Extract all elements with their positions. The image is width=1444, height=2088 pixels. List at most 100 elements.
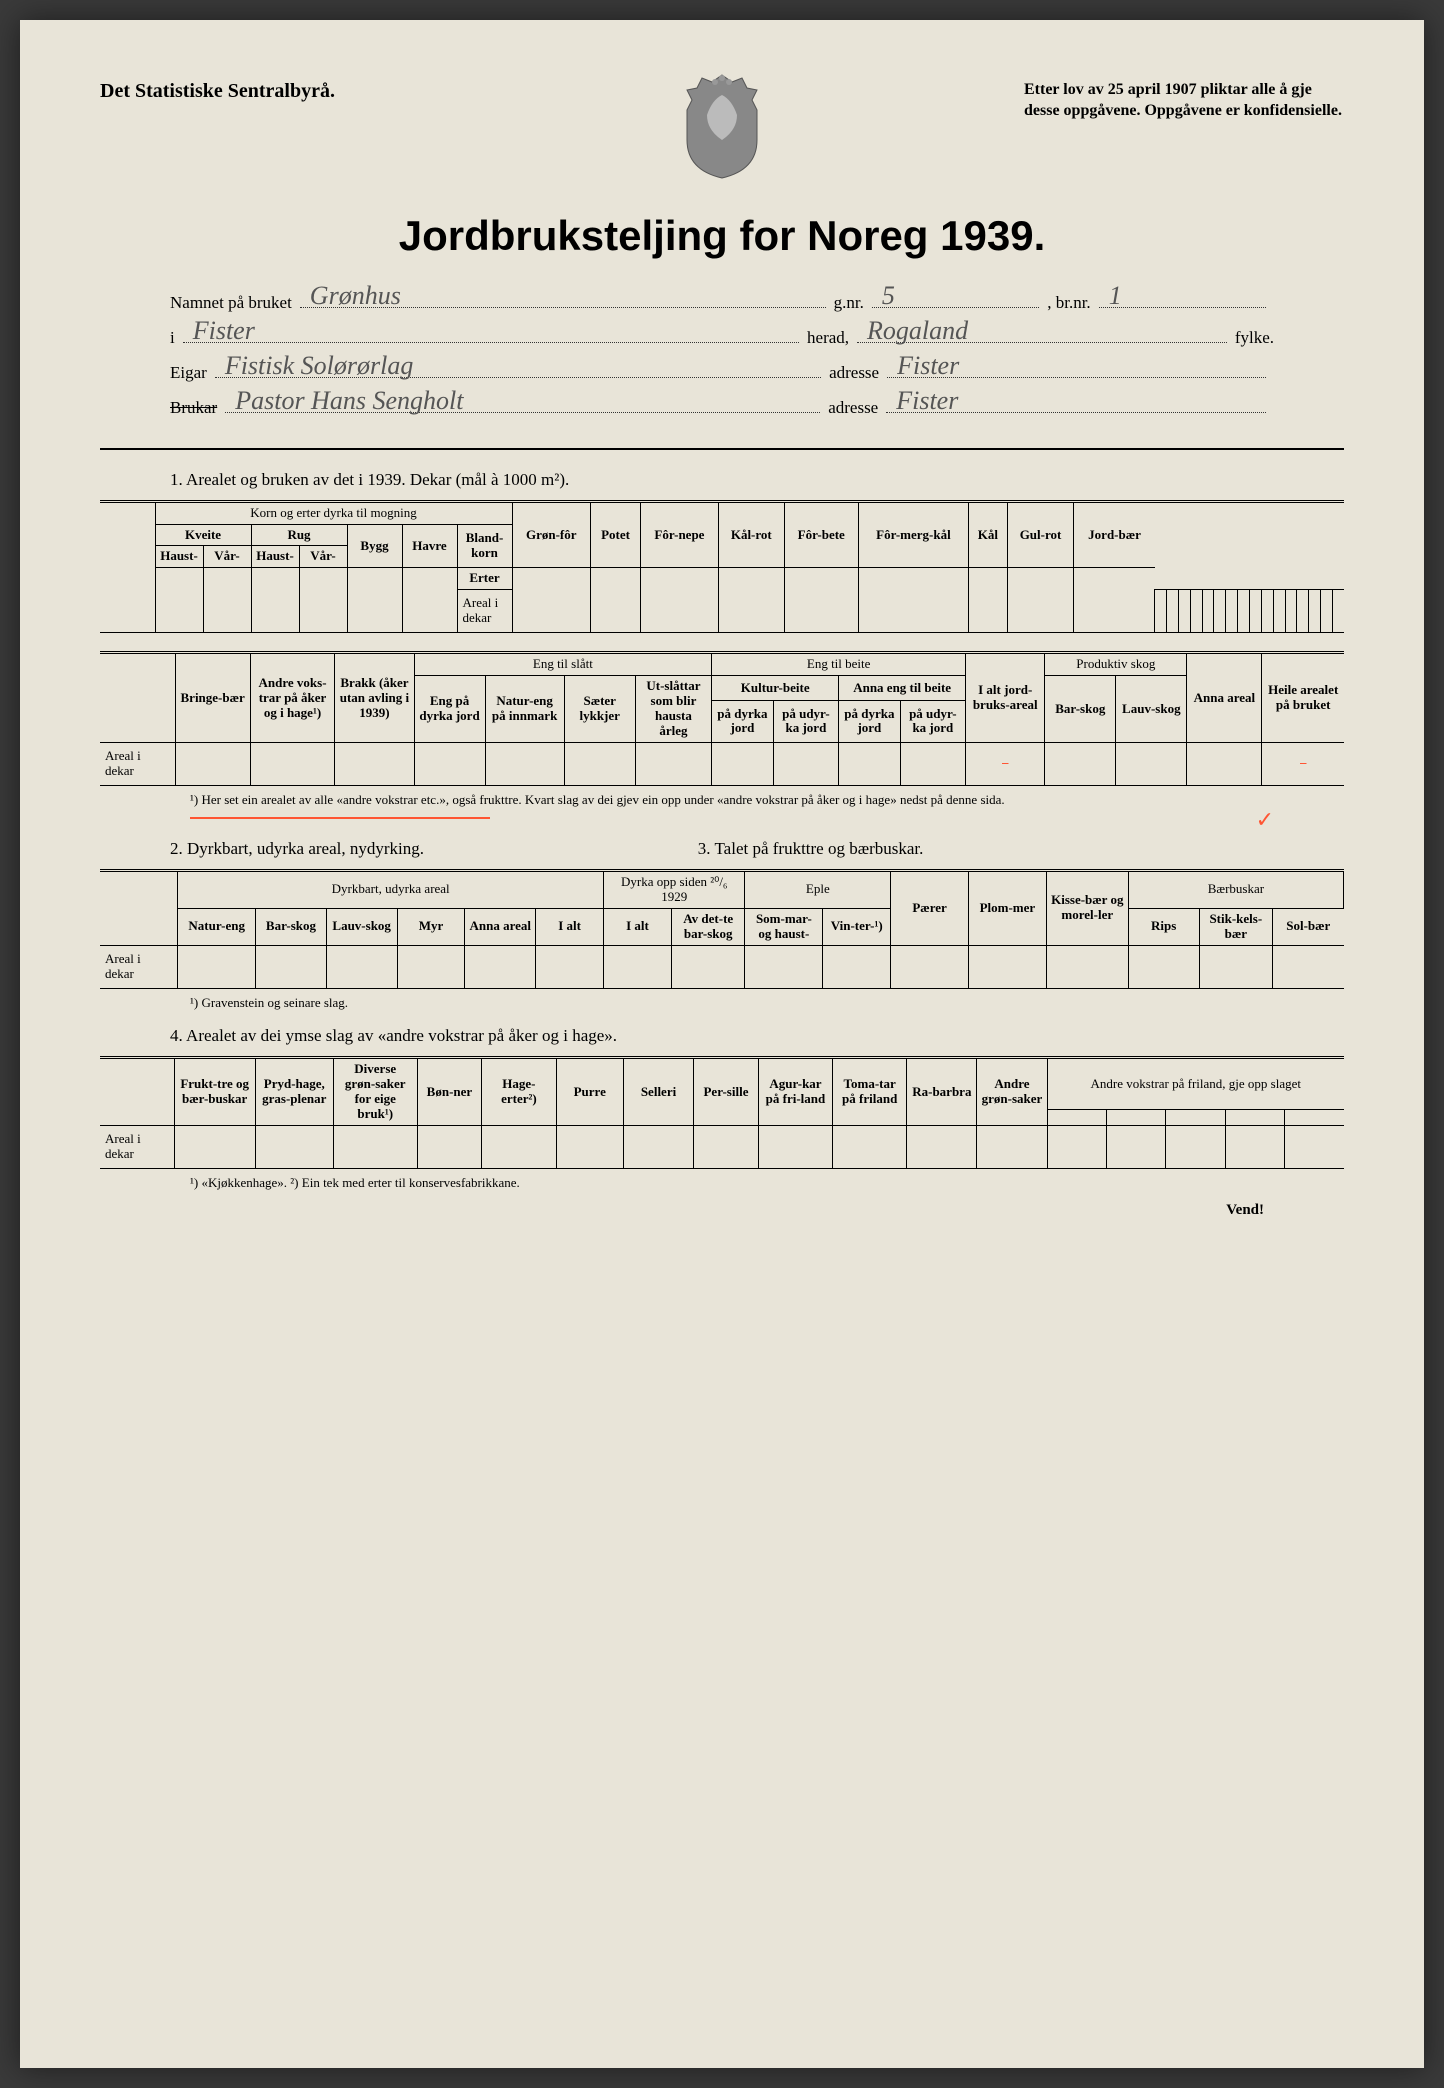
h1-formergkal: Fôr-merg-kål [858, 501, 968, 568]
value-brnr: 1 [1109, 281, 1122, 311]
h1-haust1: Haust- [155, 546, 203, 568]
farm-info-form: Namnet på bruket Grønhus g.nr. 5 , br.nr… [100, 290, 1344, 418]
h3-rips: Rips [1128, 908, 1199, 945]
census-form-page: Det Statistiske Sentralbyrå. Etter lov a… [20, 20, 1424, 2068]
form-title: Jordbruksteljing for Noreg 1939. [100, 212, 1344, 260]
label-i: i [170, 328, 175, 348]
h2-lauvskog: Lauv-skog [326, 908, 397, 945]
h4-andrefriland: Andre vokstrar på friland, gje opp slage… [1047, 1058, 1344, 1110]
h4-tomatar: Toma-tar på friland [833, 1058, 907, 1126]
row-label-1a: Areal i dekar [457, 590, 512, 633]
footnote-4: ¹) «Kjøkkenhage». ²) Ein tek med erter t… [100, 1169, 1344, 1193]
label-brukar: Brukar [170, 398, 217, 418]
h4-bonner: Bøn-ner [417, 1058, 482, 1126]
h3-kissebaer: Kisse-bær og morel-ler [1046, 870, 1128, 945]
h1b-bringe: Bringe-bær [175, 653, 250, 743]
h2-myr: Myr [397, 908, 465, 945]
h1-haust2: Haust- [251, 546, 299, 568]
h1-var2: Vår- [299, 546, 347, 568]
footnote-1: ¹) Her set ein arealet av alle «andre vo… [100, 786, 1344, 825]
h1b-paudyrka1: på udyr-ka jord [773, 701, 839, 743]
h1-bygg: Bygg [347, 524, 402, 568]
h1b-engslatt: Eng til slått [414, 653, 712, 676]
h4-andregron: Andre grøn-saker [977, 1058, 1047, 1126]
h1b-utslattar: Ut-slåttar som blir hausta årleg [635, 676, 711, 743]
value-brukar: Pastor Hans Sengholt [235, 386, 463, 416]
h1b-natureng: Natur-eng på innmark [485, 676, 564, 743]
h2-ialt: I alt [536, 908, 604, 945]
row-label-4: Areal i dekar [100, 1125, 174, 1168]
h4-diverse: Diverse grøn-saker for eige bruk¹) [333, 1058, 417, 1126]
h1b-ialt: I alt jord-bruks-areal [966, 653, 1045, 743]
h4-frukttre: Frukt-tre og bær-buskar [174, 1058, 255, 1126]
value-adresse-2: Fister [896, 386, 958, 416]
h4-agurkar: Agur-kar på fri-land [758, 1058, 832, 1126]
table-23-row: Areal i dekar [100, 945, 1344, 988]
coat-of-arms-icon [677, 70, 767, 180]
h3-eple: Eple [745, 870, 891, 908]
value-farm-name: Grønhus [310, 281, 401, 311]
red-check: ✓ [1256, 807, 1274, 833]
divider [100, 448, 1344, 450]
h3-vinter: Vin-ter-¹) [823, 908, 891, 945]
h2-avdet: Av det-te bar-skog [671, 908, 745, 945]
h1-blandkorn: Bland-korn [457, 524, 512, 568]
h1-jordbaer: Jord-bær [1074, 501, 1155, 568]
table-1a: Korn og erter dyrka til mogning Grøn-fôr… [100, 500, 1344, 634]
h1b-saeter: Sæter lykkjer [564, 676, 635, 743]
h1b-anna: Anna areal [1187, 653, 1262, 743]
value-eigar: Fistisk Solørørlag [225, 351, 414, 381]
h1-gulrot: Gul-rot [1007, 501, 1074, 568]
h1b-heile: Heile arealet på bruket [1262, 653, 1344, 743]
table-23: Dyrkbart, udyrka areal Dyrka opp siden ²… [100, 869, 1344, 989]
h1-potet: Potet [591, 501, 641, 568]
red-mark-2: ⎯ [1300, 756, 1307, 771]
h3-solbaer: Sol-bær [1273, 908, 1344, 945]
h1b-barskog: Bar-skog [1045, 676, 1116, 743]
label-eigar: Eigar [170, 363, 207, 383]
label-adresse-2: adresse [828, 398, 878, 418]
footnote-3: ¹) Gravenstein og seinare slag. [100, 989, 1344, 1013]
h1-kveite: Kveite [155, 524, 251, 546]
label-herad: herad, [807, 328, 849, 348]
h4-purre: Purre [556, 1058, 623, 1126]
table-1b: Bringe-bær Andre voks-trar på åker og i … [100, 651, 1344, 786]
h3-paerer: Pærer [891, 870, 969, 945]
turn-over-label: Vend! [100, 1202, 1344, 1219]
value-fylke: Rogaland [867, 316, 968, 346]
h1b-engdyrka: Eng på dyrka jord [414, 676, 485, 743]
h4-hageerter: Hage-erter²) [482, 1058, 556, 1126]
h1-korn: Korn og erter dyrka til mogning [155, 501, 512, 524]
h2-dyrkbart: Dyrkbart, udyrka areal [178, 870, 604, 908]
h2-natureng: Natur-eng [178, 908, 256, 945]
h1-var1: Vår- [203, 546, 251, 568]
h1b-engbeite: Eng til beite [712, 653, 966, 676]
table-4: Frukt-tre og bær-buskar Pryd-hage, gras-… [100, 1056, 1344, 1169]
table-4-row: Areal i dekar [100, 1125, 1344, 1168]
value-gnr: 5 [882, 281, 895, 311]
value-adresse-1: Fister [897, 351, 959, 381]
section2-title: 2. Dyrkbart, udyrka areal, nydyrking. [170, 839, 658, 859]
label-adresse-1: adresse [829, 363, 879, 383]
h4-prydhage: Pryd-hage, gras-plenar [255, 1058, 333, 1126]
label-fylke: fylke. [1235, 328, 1274, 348]
h1-rug: Rug [251, 524, 347, 546]
h1-kal: Kål [969, 501, 1008, 568]
red-mark-1: ⎯ [1002, 756, 1009, 771]
h1-havre: Havre [402, 524, 457, 568]
h3-stikkels: Stik-kels-bær [1199, 908, 1273, 945]
h1-kalrot: Kål-rot [718, 501, 784, 568]
h2-barskog: Bar-skog [256, 908, 327, 945]
row-label-23: Areal i dekar [100, 945, 178, 988]
h2-dyrkaopp: Dyrka opp siden ²⁰/₆ 1929 [604, 870, 745, 908]
agency-name: Det Statistiske Sentralbyrå. [100, 80, 335, 103]
h2-ialt2: I alt [604, 908, 672, 945]
h4-persille: Per-sille [694, 1058, 759, 1126]
label-farm-name: Namnet på bruket [170, 293, 292, 313]
h1b-kultur: Kultur-beite [712, 676, 839, 701]
h1b-annaeng: Anna eng til beite [839, 676, 966, 701]
value-herad: Fister [193, 316, 255, 346]
h4-rabarbra: Ra-barbra [907, 1058, 977, 1126]
label-gnr: g.nr. [834, 293, 864, 313]
h3-baerbuskar: Bærbuskar [1128, 870, 1343, 908]
